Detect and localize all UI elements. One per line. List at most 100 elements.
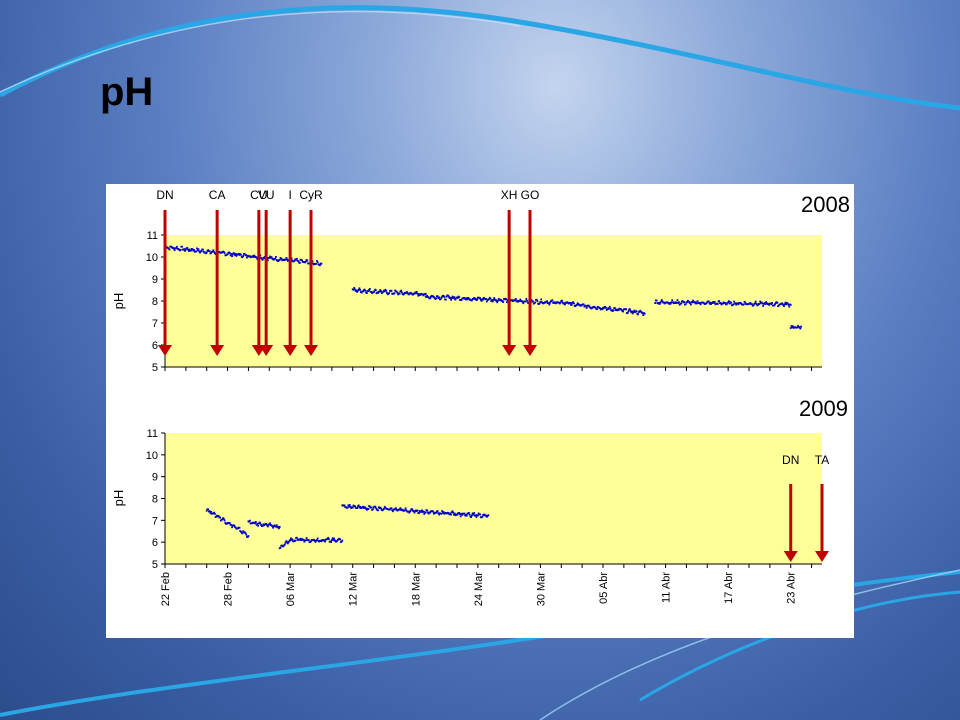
- data-point: [275, 258, 278, 261]
- data-point: [313, 539, 316, 542]
- data-point: [254, 521, 257, 523]
- data-point: [260, 257, 262, 259]
- event-marker-dn: DN: [782, 453, 799, 562]
- data-point: [751, 303, 753, 306]
- data-point: [275, 525, 277, 528]
- data-point: [413, 292, 416, 295]
- data-point: [234, 254, 236, 257]
- data-point: [800, 325, 803, 328]
- data-point: [255, 523, 258, 526]
- data-point: [689, 303, 692, 306]
- data-point: [762, 305, 765, 307]
- data-point: [403, 509, 406, 512]
- data-point: [661, 300, 664, 303]
- data-point: [456, 297, 459, 299]
- data-point: [383, 507, 385, 510]
- data-point: [314, 540, 317, 543]
- data-point: [231, 526, 233, 529]
- data-point: [587, 304, 590, 307]
- data-point: [246, 256, 248, 259]
- data-point: [460, 299, 463, 301]
- y-tick-label: 8: [152, 494, 158, 506]
- data-point: [196, 249, 199, 252]
- x-tick-label: 28 Feb: [223, 572, 235, 606]
- data-point: [403, 292, 406, 295]
- data-point: [771, 302, 773, 304]
- data-point: [257, 522, 260, 525]
- data-point: [479, 513, 481, 516]
- data-point: [362, 290, 365, 293]
- data-point: [776, 301, 779, 304]
- data-point: [198, 250, 201, 253]
- data-point: [357, 288, 360, 291]
- data-point: [413, 511, 416, 514]
- data-point: [506, 301, 508, 303]
- x-tick-label: 06 Mar: [285, 572, 297, 607]
- data-point: [677, 302, 680, 305]
- data-point: [494, 298, 497, 301]
- data-point: [524, 300, 527, 303]
- data-point: [391, 509, 394, 512]
- data-point: [789, 303, 792, 306]
- data-point: [605, 306, 607, 309]
- data-point: [442, 511, 445, 513]
- data-point: [437, 512, 440, 515]
- data-point: [324, 540, 327, 543]
- data-point: [326, 538, 329, 540]
- y-tick-label: 11: [147, 428, 158, 440]
- data-point: [184, 248, 187, 251]
- data-point: [356, 507, 359, 509]
- event-arrow-head: [283, 345, 298, 356]
- data-point: [491, 300, 494, 303]
- data-point: [298, 262, 301, 264]
- data-point: [620, 308, 623, 311]
- data-point: [248, 520, 251, 523]
- year-label-2008: 2008: [801, 192, 850, 217]
- data-point: [576, 303, 578, 306]
- data-point: [269, 255, 271, 258]
- data-point: [782, 304, 785, 306]
- year-label-2009: 2009: [799, 396, 848, 421]
- data-point: [424, 292, 427, 295]
- data-point: [235, 254, 238, 257]
- data-point: [564, 303, 566, 306]
- data-point: [395, 507, 397, 510]
- data-point: [316, 537, 319, 540]
- data-point: [211, 250, 214, 253]
- data-point: [284, 541, 287, 544]
- data-point: [205, 509, 208, 512]
- data-point: [770, 303, 773, 306]
- data-point: [781, 302, 784, 305]
- data-point: [284, 543, 286, 546]
- data-point: [223, 519, 226, 522]
- data-point: [488, 296, 491, 299]
- data-point: [713, 301, 715, 304]
- data-point: [168, 248, 171, 251]
- data-point: [359, 288, 362, 291]
- data-point: [406, 291, 408, 294]
- data-point: [752, 304, 755, 307]
- data-point: [422, 510, 425, 513]
- chart-2008: 2008 pH 5 6 7 8 9 10 11 DN CA CU I CyR VU XH GO: [111, 188, 850, 374]
- data-point: [365, 508, 368, 511]
- data-point: [440, 512, 443, 515]
- data-point: [378, 290, 381, 293]
- data-point: [476, 514, 479, 517]
- data-point: [639, 309, 642, 312]
- x-tick-label: 05 Abr: [598, 572, 610, 604]
- data-point: [444, 298, 447, 301]
- data-point: [727, 301, 730, 304]
- data-point: [470, 514, 473, 517]
- data-point: [224, 522, 227, 524]
- data-point: [416, 509, 419, 512]
- y-tick-label: 5: [152, 559, 158, 571]
- data-point: [210, 510, 213, 513]
- data-point: [371, 508, 374, 511]
- x-tick-label: 11 Abr: [661, 572, 673, 603]
- data-point: [286, 258, 289, 261]
- data-point: [306, 259, 309, 262]
- data-point: [436, 295, 439, 298]
- data-point: [323, 539, 326, 542]
- data-point: [214, 252, 216, 255]
- data-point: [210, 251, 213, 254]
